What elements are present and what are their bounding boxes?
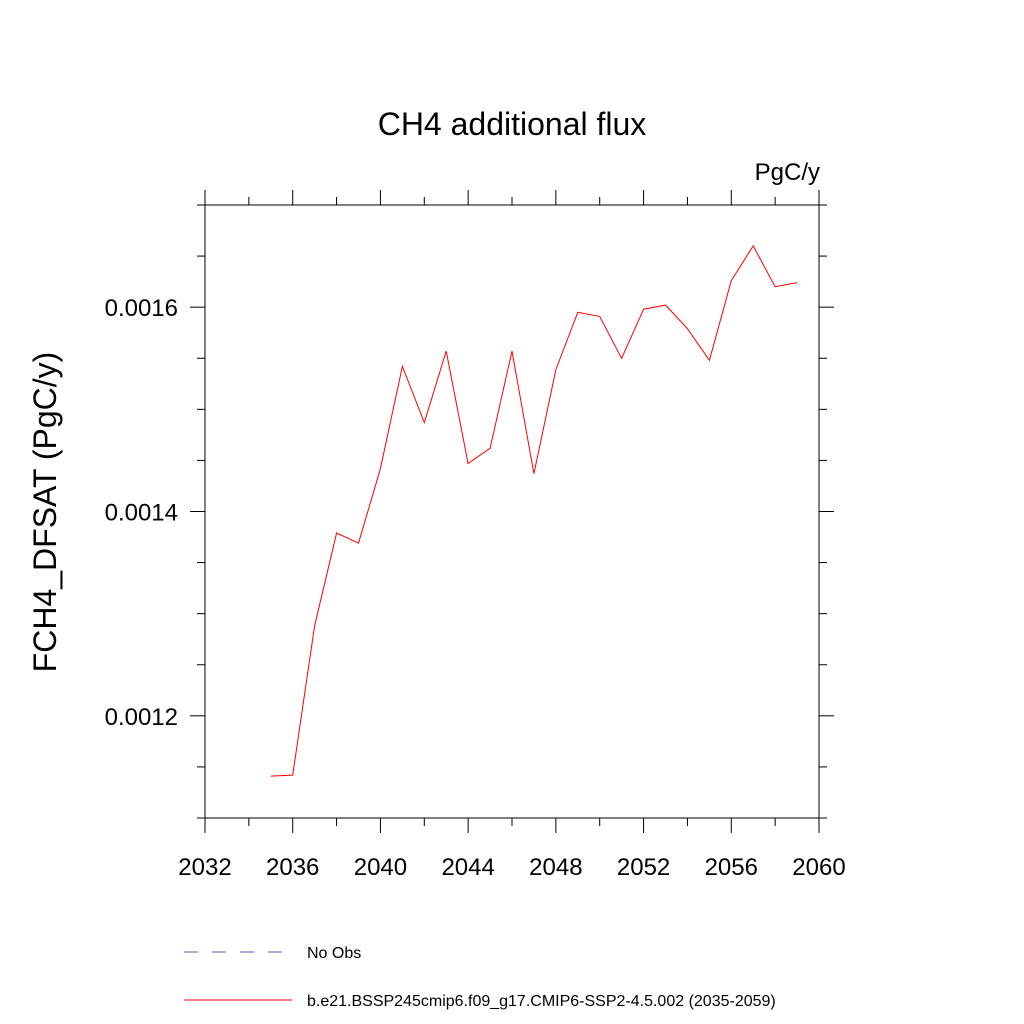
y-axis-label: FCH4_DFSAT (PgC/y)	[27, 352, 63, 673]
legend-label: No Obs	[307, 945, 361, 962]
tick-labels: 2032 2036 2040 2044 2048 2052 2056 2060 0.0012 0.…	[105, 295, 846, 881]
y-tick-label: 0.0012	[105, 704, 178, 731]
x-tick-label: 2052	[617, 854, 670, 881]
series-line	[270, 244, 798, 777]
legend-label: b.e21.BSSP245cmip6.f09_g17.CMIP6-SSP2-4.…	[307, 993, 776, 1010]
y-tick-label: 0.0016	[105, 295, 178, 322]
chart-title: CH4 additional flux	[378, 106, 647, 142]
x-tick-label: 2060	[792, 854, 845, 881]
legend: No Obs b.e21.BSSP245cmip6.f09_g17.CMIP6-S…	[184, 945, 776, 1010]
x-tick-label: 2032	[178, 854, 231, 881]
x-tick-label: 2044	[441, 854, 494, 881]
x-tick-label: 2036	[266, 854, 319, 881]
x-tick-label: 2048	[529, 854, 582, 881]
axis-ticks	[190, 190, 834, 833]
units-label: PgC/y	[755, 159, 820, 186]
y-tick-label: 0.0014	[105, 500, 178, 527]
x-tick-label: 2040	[354, 854, 407, 881]
series-layer	[270, 244, 798, 777]
x-tick-label: 2056	[705, 854, 758, 881]
